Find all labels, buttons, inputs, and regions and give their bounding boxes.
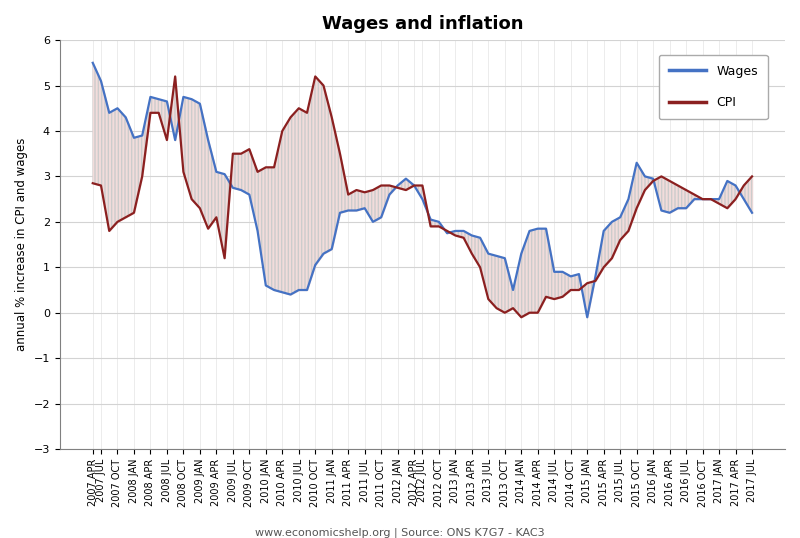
CPI (747, 173, 757, 180)
Wages (690, 196, 699, 202)
Line: Wages: Wages (93, 63, 752, 317)
CPI (508, 305, 518, 312)
Wages (747, 209, 757, 216)
Line: CPI: CPI (93, 76, 752, 317)
Legend: Wages, CPI: Wages, CPI (658, 54, 768, 119)
CPI (640, 187, 650, 193)
Wages (88, 60, 98, 66)
Text: www.economicshelp.org | Source: ONS K7G7 - KAC3: www.economicshelp.org | Source: ONS K7G7… (255, 527, 545, 538)
Title: Wages and inflation: Wages and inflation (322, 15, 523, 33)
Wages (500, 255, 510, 261)
CPI (88, 180, 98, 187)
CPI (698, 196, 707, 202)
CPI (590, 278, 600, 284)
Wages (632, 160, 642, 166)
Wages (574, 271, 584, 277)
CPI (170, 73, 180, 80)
Wages (582, 314, 592, 321)
CPI (517, 314, 526, 321)
CPI (458, 235, 468, 241)
Wages (450, 228, 460, 234)
Y-axis label: annual % increase in CPI and wages: annual % increase in CPI and wages (15, 138, 28, 351)
CPI (673, 182, 682, 189)
Wages (665, 209, 674, 216)
